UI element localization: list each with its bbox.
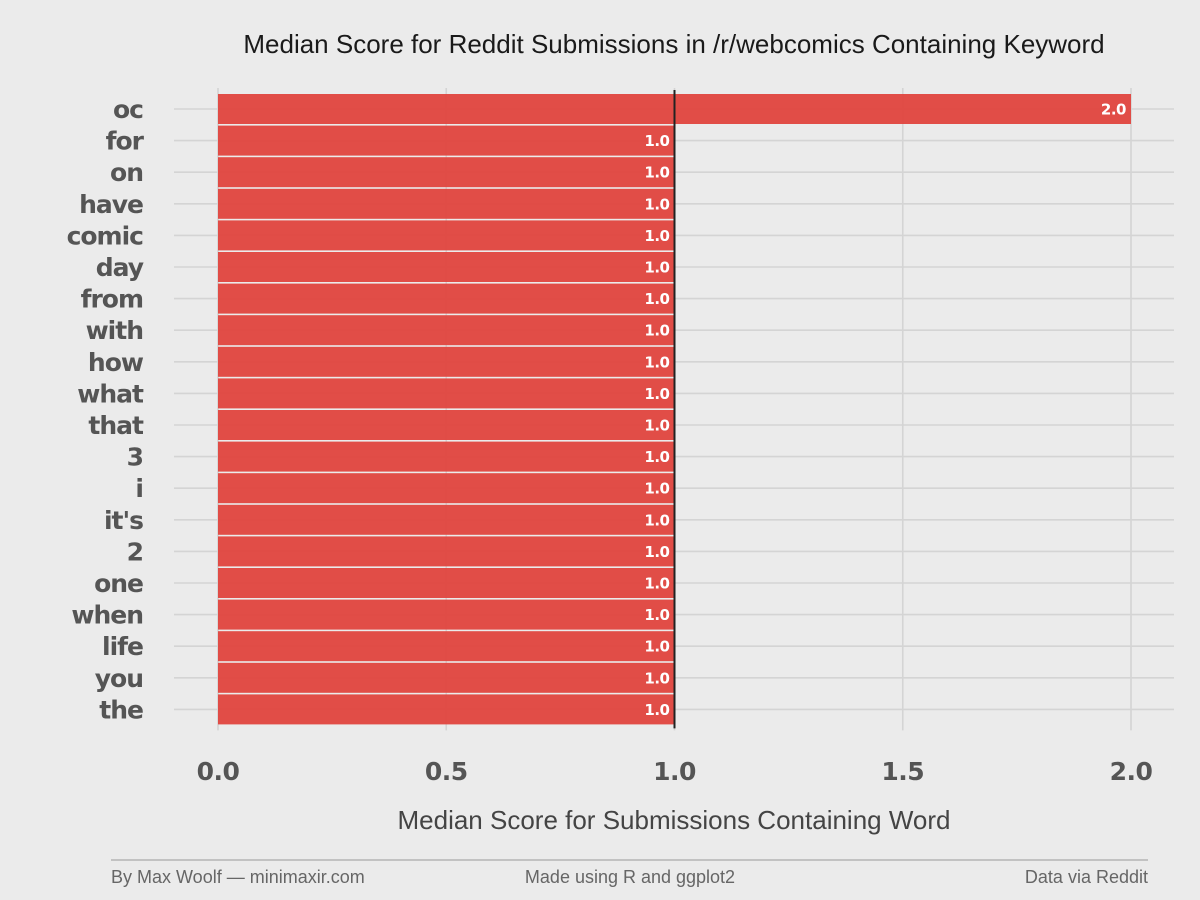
category-label: 2 (127, 537, 143, 566)
bar-value-label: 1.0 (644, 322, 669, 340)
category-label: oc (113, 95, 143, 124)
category-label: you (95, 664, 143, 693)
category-label: what (77, 379, 144, 408)
x-tick-label: 1.0 (653, 757, 696, 786)
bar (218, 599, 675, 630)
bar-value-label: 1.0 (644, 701, 669, 719)
x-tick-label: 1.5 (881, 757, 924, 786)
category-label: that (88, 411, 144, 440)
bar-value-label: 1.0 (644, 227, 669, 245)
bar-value-label: 1.0 (644, 164, 669, 182)
bar (218, 220, 675, 251)
category-label: one (94, 569, 143, 598)
bar-value-label: 1.0 (644, 385, 669, 403)
bar (218, 283, 675, 314)
bar (218, 188, 675, 219)
footer-source: Data via Reddit (1025, 867, 1148, 887)
category-label: with (86, 316, 143, 345)
bar (218, 694, 675, 725)
bar-value-label: 1.0 (644, 669, 669, 687)
bar-value-label: 1.0 (644, 417, 669, 435)
category-label: for (106, 127, 145, 156)
chart-title: Median Score for Reddit Submissions in /… (243, 29, 1104, 59)
bar-value-label: 1.0 (644, 259, 669, 277)
bar-value-label: 1.0 (644, 511, 669, 529)
bar-value-label: 1.0 (644, 638, 669, 656)
x-tick-label: 2.0 (1110, 757, 1153, 786)
bar-value-label: 1.0 (644, 448, 669, 466)
bar (218, 346, 675, 377)
bar (218, 568, 675, 598)
x-tick-labels: 0.0 0.5 1.0 1.5 2.0 (197, 757, 1153, 786)
bar-value-label: 1.0 (644, 195, 669, 213)
bar-value-label: 2.0 (1101, 101, 1126, 119)
bar-value-label: 1.0 (644, 290, 669, 308)
bar (218, 252, 675, 282)
category-label: the (99, 695, 143, 724)
category-labels: ocforonhavecomicdayfromwithhowwhatthat3i… (67, 95, 146, 724)
bars (218, 94, 1131, 725)
bar-value-label: 1.0 (644, 543, 669, 561)
bar (218, 504, 675, 535)
bar (218, 378, 675, 409)
bar-value-label: 1.0 (644, 575, 669, 593)
footer-credit: By Max Woolf — minimaxir.com (111, 867, 365, 887)
bar (218, 473, 675, 504)
category-label: day (96, 253, 144, 282)
category-label: when (71, 601, 143, 630)
bar-value-label: 1.0 (644, 132, 669, 150)
category-label: on (110, 158, 143, 187)
bar (218, 662, 675, 693)
x-tick-label: 0.5 (425, 757, 468, 786)
bar (218, 157, 675, 188)
bar (218, 536, 675, 567)
value-labels: 2.0 1.0 1.0 1.0 1.0 1.0 1.0 1.0 1.0 1.0 1.0 1.0 1.0 1… (644, 101, 1126, 719)
bar (218, 441, 675, 472)
x-axis-label: Median Score for Submissions Containing … (397, 805, 950, 835)
footer-tools: Made using R and ggplot2 (525, 867, 735, 887)
category-label: comic (67, 221, 144, 250)
bar (218, 125, 675, 156)
bar (218, 410, 675, 440)
category-label: life (102, 632, 143, 661)
bar (218, 631, 675, 662)
category-label: how (88, 348, 144, 377)
bar-value-label: 1.0 (644, 353, 669, 371)
bar-value-label: 1.0 (644, 480, 669, 498)
category-label: i (135, 474, 143, 503)
bar-value-label: 1.0 (644, 606, 669, 624)
category-label: have (79, 190, 143, 219)
category-label: 3 (127, 443, 143, 472)
category-label: from (81, 285, 143, 314)
bar (218, 315, 675, 346)
x-tick-label: 0.0 (197, 757, 240, 786)
category-label: it's (104, 506, 143, 535)
